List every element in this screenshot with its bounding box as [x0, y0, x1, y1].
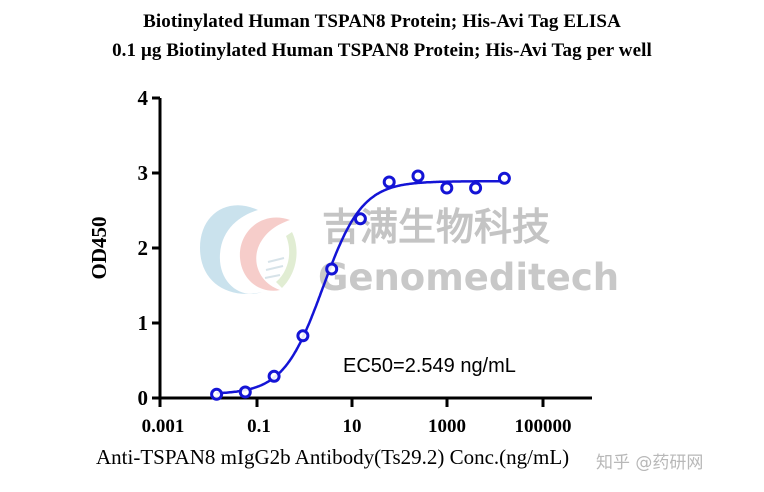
- watermark-corner: 知乎 @药研网: [596, 453, 704, 473]
- x-tick-100000: 100000: [515, 416, 572, 437]
- data-point: [382, 175, 396, 189]
- data-point: [497, 171, 511, 185]
- data-point: [210, 387, 224, 401]
- watermark-cn: 吉满生物科技: [322, 205, 550, 249]
- chart-title: Biotinylated Human TSPAN8 Protein; His-A…: [143, 11, 621, 32]
- ec50-annotation: EC50=2.549 ng/mL: [343, 355, 516, 377]
- x-tick-0.1: 0.1: [247, 416, 271, 437]
- y-tick-3: 3: [138, 161, 149, 185]
- data-point: [353, 212, 367, 226]
- x-axis-label: Anti-TSPAN8 mIgG2b Antibody(Ts29.2) Conc…: [96, 445, 570, 469]
- watermark-en: Genomeditech: [318, 256, 619, 299]
- data-point: [325, 262, 339, 276]
- x-tick-0.001: 0.001: [142, 416, 185, 437]
- data-point: [469, 181, 483, 195]
- y-tick-1: 1: [138, 311, 149, 335]
- data-points: [210, 169, 511, 401]
- data-point: [267, 369, 281, 383]
- chart-subtitle: 0.1 μg Biotinylated Human TSPAN8 Protein…: [112, 40, 652, 61]
- fit-curve: [216, 180, 504, 395]
- genomeditech-logo-watermark: [200, 205, 297, 294]
- x-tick-1000: 1000: [428, 416, 466, 437]
- y-tick-4: 4: [138, 86, 149, 110]
- y-tick-0: 0: [138, 386, 149, 410]
- x-tick-10: 10: [343, 416, 362, 437]
- data-point: [440, 181, 454, 195]
- y-axis: 0 1 2 3 4 OD450: [87, 86, 162, 410]
- data-point: [238, 385, 252, 399]
- data-point: [296, 329, 310, 343]
- data-point: [411, 169, 425, 183]
- x-axis: 0.001 0.1 10 1000 100000: [142, 396, 592, 437]
- y-tick-2: 2: [138, 236, 149, 260]
- y-axis-label: OD450: [87, 217, 111, 280]
